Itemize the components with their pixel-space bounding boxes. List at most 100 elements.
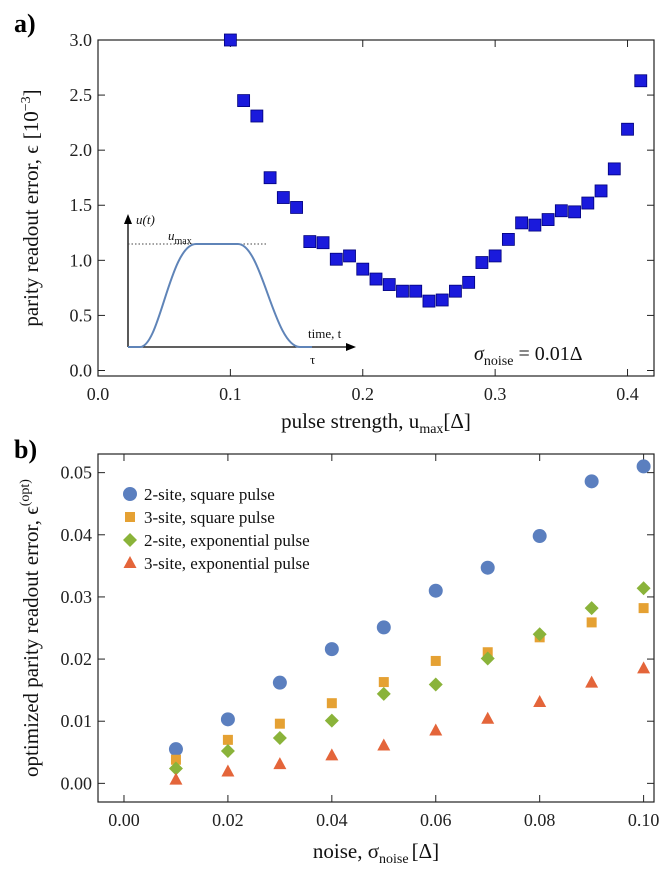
y-tick-label: 1.0 [70, 250, 93, 270]
data-point [554, 204, 568, 218]
x-tick-label: 0.2 [352, 384, 375, 404]
series-4-point [481, 711, 495, 724]
series-4-point [169, 772, 183, 785]
data-point [634, 74, 648, 88]
data-point [568, 205, 581, 219]
x-tick-label: 0.4 [616, 384, 639, 404]
series-3-point [636, 581, 651, 596]
data-point [581, 196, 595, 210]
panel-a: a) 0.0 0.1 0.2 0.3 0.40.00.51.01.52.02.53.0 … [14, 9, 655, 437]
series-2-point [170, 754, 181, 765]
y-tick-label: 0.02 [61, 649, 93, 669]
series-1-point [428, 583, 443, 598]
x-tick-label: 0.10 [628, 810, 660, 830]
y-tick-label: 0.01 [61, 711, 93, 731]
y-tick-label: 0.0 [70, 360, 93, 380]
data-point [594, 184, 608, 198]
noise-annotation: σnoise = 0.01Δ [474, 343, 583, 369]
data-point [356, 262, 370, 276]
y-tick-label: 0.03 [61, 587, 93, 607]
series-3-point [376, 686, 391, 701]
legend-label-3: 2-site, exponential pulse [144, 531, 310, 550]
y-tick-label: 0.5 [70, 305, 93, 325]
x-tick-label: 0.0 [87, 384, 110, 404]
svg-text:optimized parity readout error: optimized parity readout error, ϵ(opt) [18, 479, 43, 777]
inset-pulse-curve [128, 243, 312, 348]
y-tick-label: 1.5 [70, 195, 93, 215]
series-1-point [480, 560, 495, 575]
x-tick-label: 0.04 [316, 810, 348, 830]
data-point [607, 162, 621, 176]
y-tick-label: 0.04 [61, 525, 93, 545]
data-point [541, 213, 555, 226]
inset-y-arrow [124, 214, 132, 224]
inset-x-arrow [346, 343, 356, 351]
panel-b-xlabel: noise, σnoise [Δ] [313, 839, 439, 867]
panel-a-label: a) [14, 9, 36, 38]
series-2-point [586, 617, 597, 628]
inset-tau-label: τ [310, 352, 315, 367]
data-point [237, 94, 251, 107]
series-1-point [220, 712, 235, 727]
series-3-point [272, 730, 287, 745]
y-tick-label: 2.5 [70, 85, 93, 105]
data-point [475, 256, 489, 269]
series-2-point [638, 603, 649, 614]
x-tick-label: 0.06 [420, 810, 452, 830]
panel-a-xlabel: pulse strength, umax[Δ] [281, 409, 471, 437]
data-point [621, 122, 634, 136]
panel-b-points [168, 459, 651, 785]
series-1-point [532, 529, 547, 544]
series-3-point [324, 713, 339, 728]
pulse-shape-inset: u(t) umax time, t τ [124, 212, 356, 367]
legend-marker-3 [123, 533, 137, 547]
legend-marker-4 [123, 556, 137, 568]
legend-marker-1 [123, 487, 137, 501]
panel-a-ylabel: parity readout error, ϵ[10−3] [19, 89, 43, 326]
data-point [396, 284, 409, 298]
x-tick-label: 0.08 [524, 810, 556, 830]
series-2-point [274, 718, 285, 729]
panel-a-ticks: 0.0 0.1 0.2 0.3 0.4 0.0 0.5 1.0 1.5 2.0 2.5 3.0 [70, 30, 654, 404]
data-point [263, 171, 277, 185]
data-point [369, 272, 383, 286]
panel-b-legend: 2-site, square pulse 3-site, square pulse… [123, 485, 310, 573]
series-1-point [584, 474, 599, 489]
series-4-point [273, 757, 287, 770]
series-4-point [325, 748, 339, 761]
series-4-point [429, 723, 443, 736]
series-3-point [584, 601, 599, 616]
panel-b-ylabel: optimized parity readout error, ϵ(opt) [18, 479, 43, 777]
inset-y-label: u(t) [136, 212, 155, 227]
data-point [343, 249, 356, 263]
data-point [422, 294, 436, 308]
y-tick-label: 2.0 [70, 140, 93, 160]
series-3-point [220, 744, 235, 759]
data-point [276, 191, 290, 204]
x-tick-label: 0.02 [212, 810, 244, 830]
series-4-point [585, 675, 599, 688]
panel-b-label: b) [14, 435, 37, 464]
y-tick-label: 3.0 [70, 30, 93, 50]
series-2-point [430, 655, 441, 666]
series-1-point [324, 642, 339, 657]
series-4-point [221, 764, 235, 777]
data-point [501, 232, 515, 246]
data-point [329, 252, 343, 266]
data-point [303, 235, 317, 249]
data-point [250, 109, 264, 123]
series-3-point [480, 651, 495, 666]
svg-text:parity readout error, ϵ[10−3]: parity readout error, ϵ[10−3] [19, 89, 43, 326]
data-point [290, 201, 303, 214]
series-3-point [532, 627, 547, 642]
legend-marker-2 [125, 512, 135, 522]
data-point [409, 284, 423, 298]
series-4-point [637, 661, 651, 674]
data-point [462, 275, 476, 289]
y-tick-label: 0.00 [61, 773, 93, 793]
series-3-point [428, 677, 443, 692]
panel-a-points [223, 33, 648, 308]
series-4-point [533, 694, 547, 707]
data-point [382, 278, 396, 291]
